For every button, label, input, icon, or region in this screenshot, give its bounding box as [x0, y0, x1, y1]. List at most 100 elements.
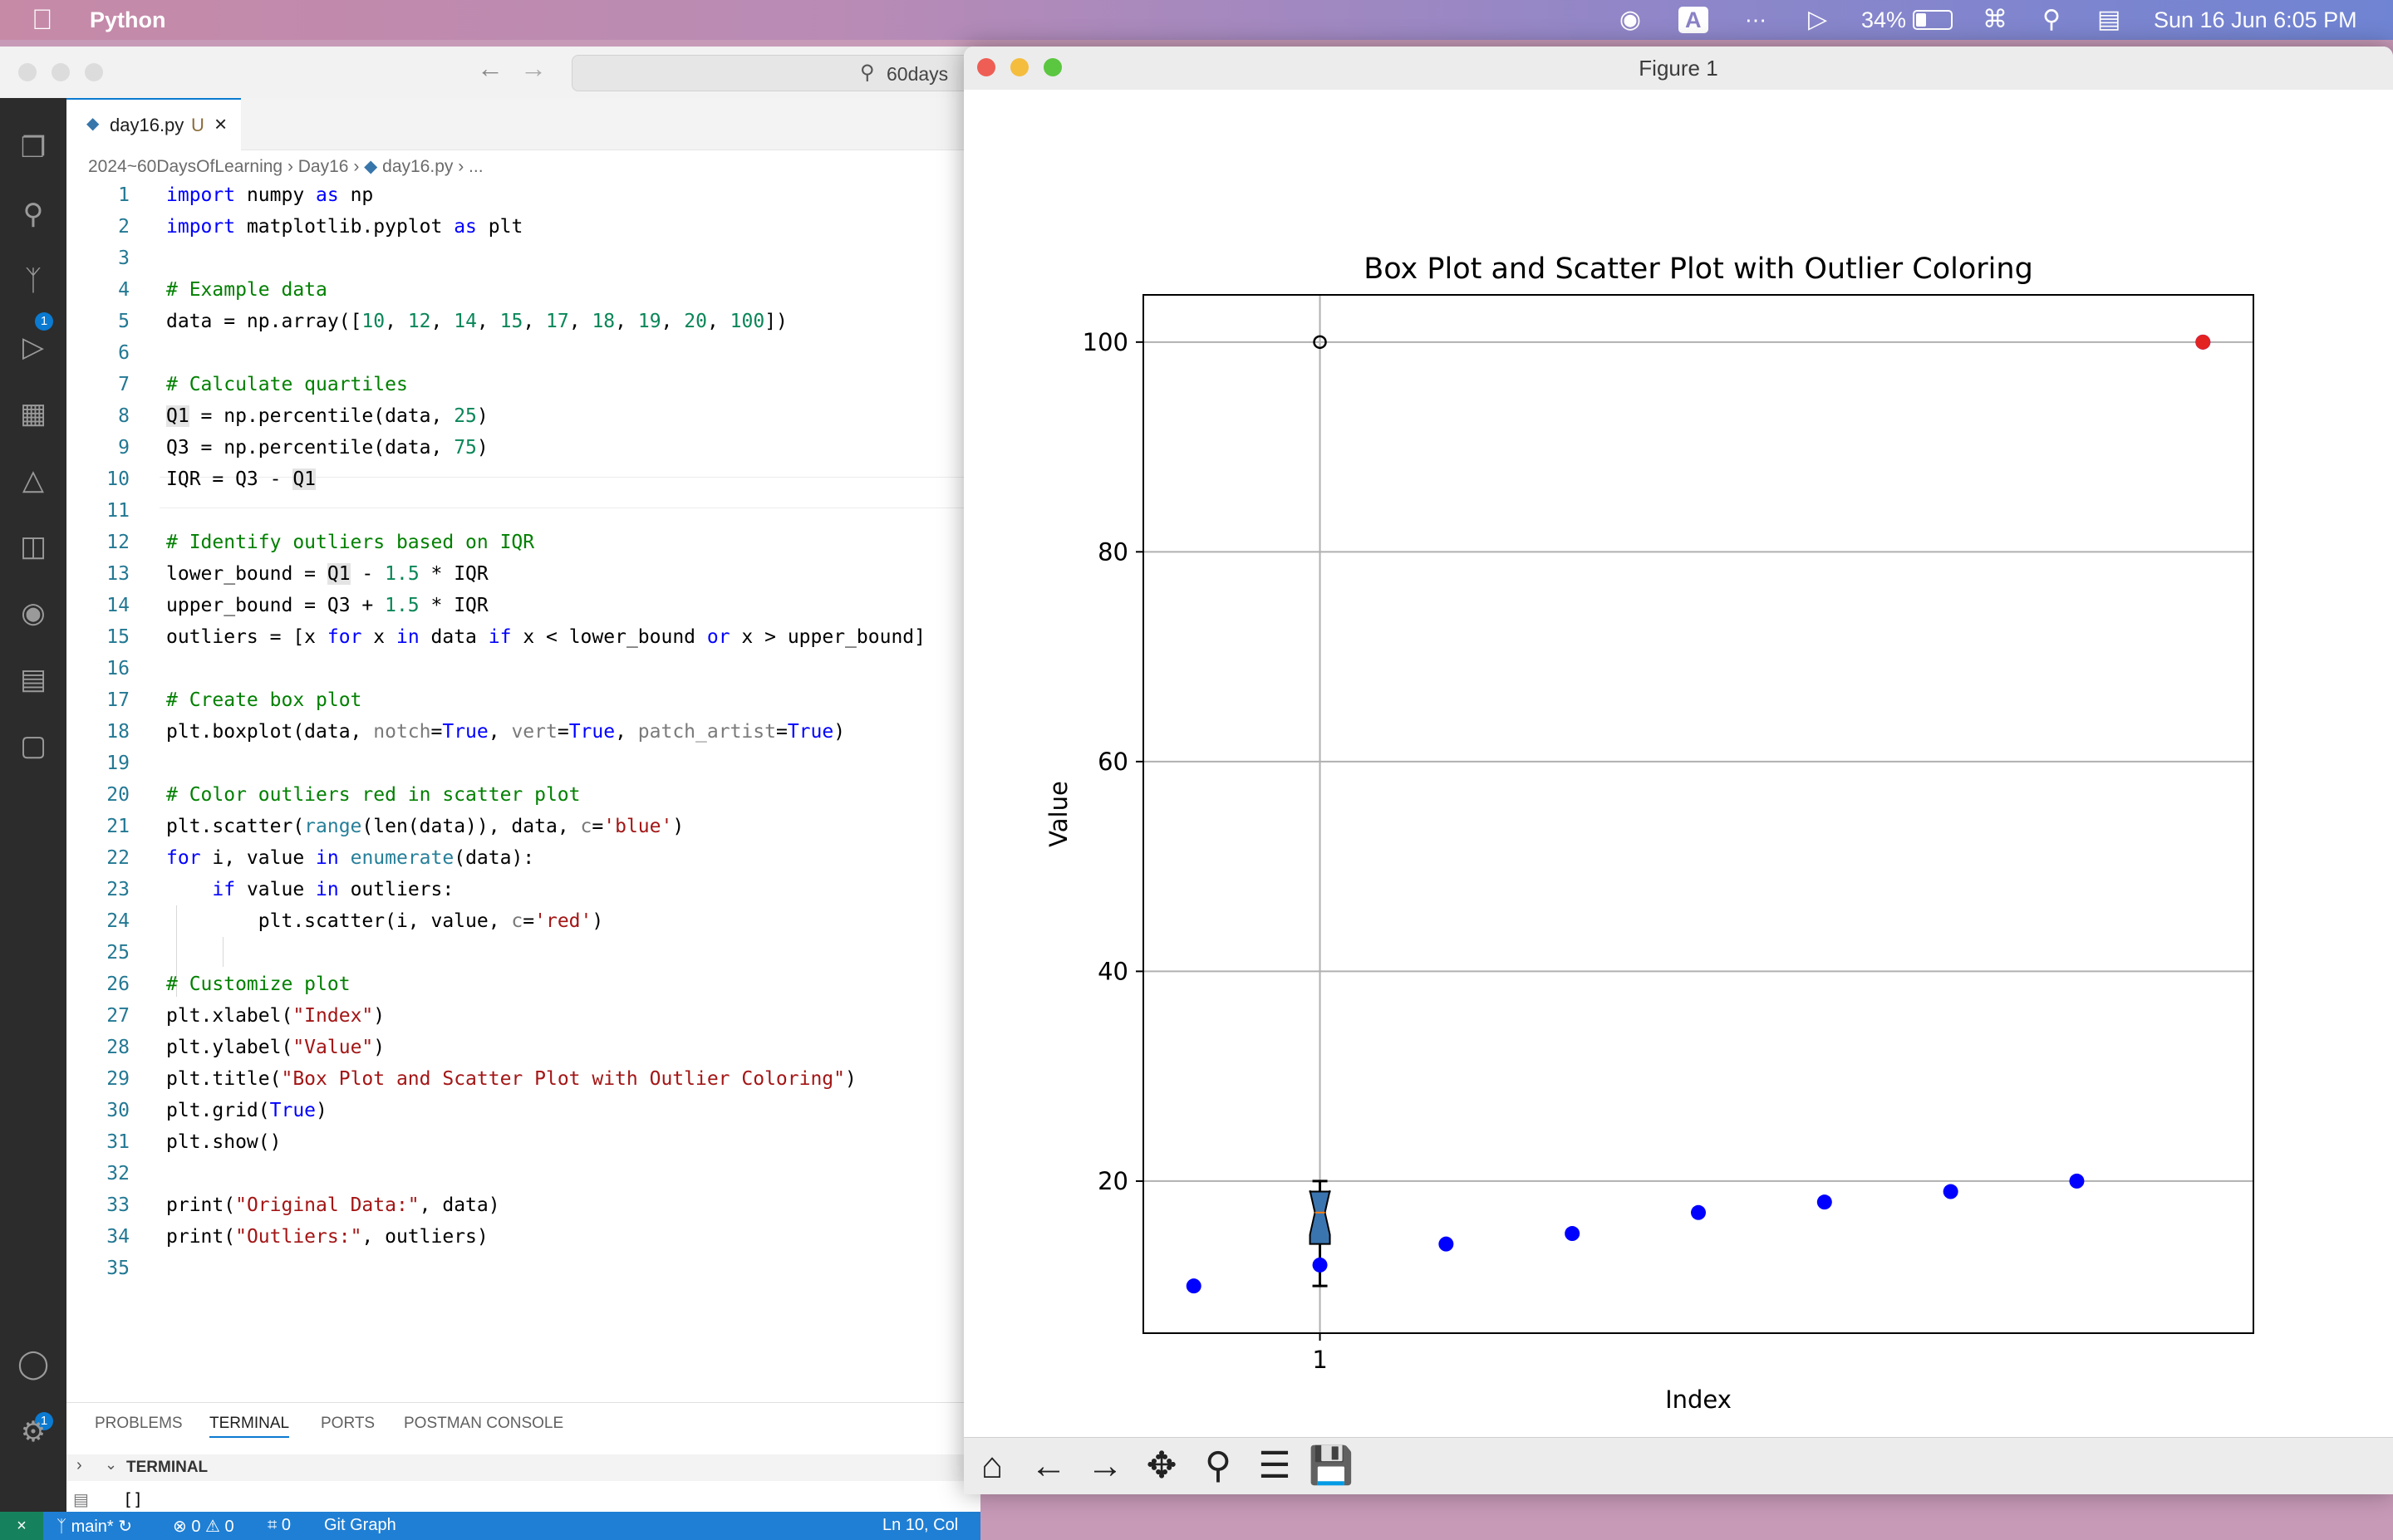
code-line[interactable]: plt.scatter(range(len(data)), data, c='b… — [166, 816, 685, 837]
code-line[interactable]: plt.xlabel("Index") — [166, 1005, 386, 1027]
branch-indicator[interactable]: ᛉ main* ↻ — [57, 1518, 133, 1536]
line-number: 35 — [106, 1258, 130, 1279]
run-debug-icon[interactable]: ▷ — [22, 331, 45, 363]
chevron-down-icon[interactable]: ⌄ — [105, 1456, 118, 1473]
breadcrumb-subfolder[interactable]: Day16 — [297, 157, 349, 176]
remote-explorer-icon[interactable]: ◫ — [19, 531, 47, 562]
extensions-icon[interactable]: ▦ — [19, 398, 47, 429]
close-button[interactable] — [18, 63, 37, 81]
code-line[interactable]: Q1 = np.percentile(data, 25) — [166, 405, 489, 427]
postman-icon[interactable]: ▢ — [19, 730, 47, 762]
code-line[interactable]: # Customize plot — [166, 974, 351, 995]
zoom-button[interactable] — [1044, 58, 1062, 76]
line-number: 29 — [106, 1068, 130, 1090]
code-line[interactable]: print("Original Data:", data) — [166, 1194, 500, 1216]
code-line[interactable]: plt.ylabel("Value") — [166, 1037, 386, 1058]
python-file-icon: ◆ — [86, 115, 100, 133]
testing-flask-icon[interactable]: △ — [22, 464, 45, 496]
code-line[interactable]: plt.title("Box Plot and Scatter Plot wit… — [166, 1068, 857, 1090]
wifi-icon[interactable]: ⌘ — [1983, 6, 2007, 33]
home-icon[interactable]: ⌂ — [980, 1445, 1004, 1486]
zoom-icon[interactable]: ⚲ — [1204, 1445, 1232, 1486]
code-line[interactable]: # Calculate quartiles — [166, 374, 408, 395]
python-file-icon: ◆ — [364, 157, 378, 176]
terminal-list-icon[interactable]: ▤ — [73, 1491, 89, 1509]
battery-icon[interactable] — [1913, 0, 1953, 40]
command-center-search[interactable]: ⚲ 60days — [572, 55, 982, 91]
tab-close-icon[interactable]: × — [214, 111, 228, 136]
app-name[interactable]: Python — [90, 7, 166, 32]
explorer-icon[interactable]: ❐ — [20, 132, 47, 164]
ports-indicator[interactable]: ⌗ 0 — [268, 1516, 291, 1534]
code-line[interactable]: outliers = [x for x in data if x < lower… — [166, 626, 926, 648]
code-line[interactable]: upper_bound = Q3 + 1.5 * IQR — [166, 595, 489, 616]
terminal-section-header[interactable]: › ⌄ TERMINAL — [66, 1454, 980, 1481]
code-line[interactable]: Q3 = np.percentile(data, 75) — [166, 437, 489, 459]
back-arrow-icon[interactable]: ← — [477, 53, 504, 83]
code-line[interactable]: import numpy as np — [166, 184, 374, 206]
tab-problems[interactable]: PROBLEMS — [95, 1415, 183, 1432]
code-line[interactable]: # Identify outliers based on IQR — [166, 532, 535, 553]
line-number: 24 — [106, 910, 130, 932]
plot-canvas[interactable]: 20 40 60 80 100 1 Box Plot and Scatter Plot w… — [964, 90, 2393, 1437]
code-line[interactable]: plt.show() — [166, 1131, 282, 1153]
code-line[interactable]: import matplotlib.pyplot as plt — [166, 216, 523, 238]
back-arrow-icon[interactable]: ← — [1030, 1445, 1067, 1486]
tab-untracked-status: U — [191, 115, 204, 135]
scatter-point — [1943, 1184, 1958, 1199]
clock[interactable]: Sun 16 Jun 6:05 PM — [2154, 7, 2357, 32]
code-line[interactable]: plt.boxplot(data, notch=True, vert=True,… — [166, 721, 846, 743]
code-line[interactable]: print("Outliers:", outliers) — [166, 1226, 489, 1248]
x-tick-label: 1 — [1312, 1346, 1327, 1374]
settings-gear-icon[interactable]: ⚙ — [20, 1416, 47, 1448]
accounts-icon[interactable]: ◯ — [17, 1348, 50, 1380]
breadcrumb-file[interactable]: day16.py — [382, 157, 454, 176]
chevron-right-icon[interactable]: › — [76, 1456, 82, 1474]
code-line[interactable]: plt.scatter(i, value, c='red') — [166, 910, 604, 932]
tab-terminal[interactable]: TERMINAL — [209, 1415, 290, 1438]
screen-tool-icon[interactable]: ⋯ — [1745, 7, 1766, 32]
breadcrumb-folder[interactable]: 2024~60DaysOfLearning — [88, 157, 283, 176]
notebook-icon[interactable]: ▤ — [19, 664, 47, 695]
code-line[interactable]: if value in outliers: — [212, 879, 455, 900]
grammarly-icon[interactable]: ◉ — [1619, 6, 1642, 33]
editor-tabs: ◆ day16.py U × — [66, 98, 980, 151]
search-icon[interactable]: ⚲ — [22, 199, 44, 230]
cursor-position[interactable]: Ln 10, Col — [882, 1516, 959, 1534]
code-line[interactable]: lower_bound = Q1 - 1.5 * IQR — [166, 563, 489, 585]
code-line[interactable]: data = np.array([10, 12, 14, 15, 17, 18,… — [166, 311, 788, 332]
close-button[interactable] — [977, 58, 995, 76]
save-icon[interactable]: 💾 — [1308, 1445, 1354, 1486]
control-center-icon[interactable]: ▤ — [2097, 6, 2121, 33]
problems-indicator[interactable]: ⊗ 0 ⚠ 0 — [173, 1518, 234, 1536]
code-editor[interactable]: 1 import numpy as np 2 import matplotlib.py… — [66, 179, 980, 1400]
code-line[interactable]: plt.grid(True) — [166, 1100, 327, 1121]
remote-indicator-icon[interactable]: × — [0, 1512, 43, 1540]
minimize-button[interactable] — [1010, 58, 1029, 76]
terminal-prompt[interactable]: [] — [123, 1489, 144, 1509]
line-number: 19 — [106, 753, 130, 774]
apple-icon[interactable]:  — [32, 0, 53, 40]
forward-arrow-icon[interactable]: → — [1087, 1445, 1123, 1486]
tab-ports[interactable]: PORTS — [321, 1415, 376, 1432]
code-line[interactable]: # Create box plot — [166, 689, 362, 711]
pan-icon[interactable]: ✥ — [1146, 1445, 1177, 1486]
input-source-icon[interactable]: A — [1678, 0, 1708, 40]
code-line[interactable]: # Color outliers red in scatter plot — [166, 784, 581, 806]
code-line[interactable]: IQR = Q3 - Q1 — [166, 468, 317, 490]
source-control-icon[interactable]: ᛉ — [24, 265, 42, 297]
forward-arrow-icon[interactable]: → — [520, 53, 547, 83]
breadcrumb-symbol[interactable]: ... — [469, 157, 484, 176]
tab-postman-console[interactable]: POSTMAN CONSOLE — [404, 1415, 564, 1432]
configure-subplots-icon[interactable]: ☰ — [1258, 1445, 1291, 1486]
git-graph-button[interactable]: Git Graph — [324, 1516, 396, 1534]
zoom-button[interactable] — [85, 63, 103, 81]
tab-day16[interactable]: ◆ day16.py U × — [66, 98, 241, 151]
play-icon[interactable]: ▷ — [1808, 6, 1828, 33]
figure-window: Figure 1 20 40 60 80 100 1 Box Plot and Scatt… — [964, 47, 2393, 1494]
search-icon[interactable]: ⚲ — [2042, 6, 2061, 33]
git-graph-icon[interactable]: ◉ — [21, 597, 46, 629]
code-line[interactable]: # Example data — [166, 279, 327, 301]
code-line[interactable]: for i, value in enumerate(data): — [166, 847, 535, 869]
minimize-button[interactable] — [52, 63, 70, 81]
